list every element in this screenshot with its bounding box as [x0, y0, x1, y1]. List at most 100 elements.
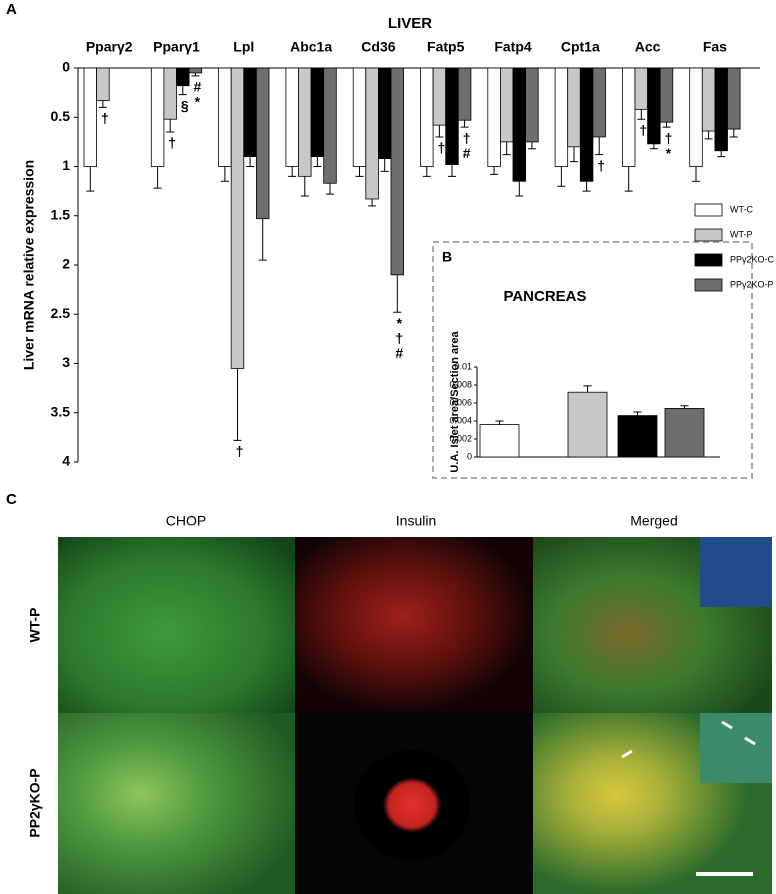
- error-bar: [166, 119, 175, 133]
- x-tick-label: Lpl: [233, 39, 254, 55]
- bar: [445, 67, 459, 165]
- image-insulin-wt: [295, 537, 533, 713]
- bar: [377, 67, 392, 160]
- inset-wt: [700, 537, 772, 607]
- bar: [622, 67, 636, 167]
- error-bar: [220, 166, 229, 182]
- x-tick-label: Pparγ1: [153, 39, 200, 55]
- bar: [298, 67, 312, 177]
- error-bar: [637, 109, 646, 120]
- error-bar: [582, 181, 591, 192]
- bar: [457, 67, 472, 121]
- bar: [310, 67, 325, 158]
- error-bar: [704, 131, 713, 140]
- y-tick-label: 2: [62, 256, 70, 272]
- legend-swatch: [694, 203, 723, 217]
- error-bar: [86, 166, 95, 192]
- x-tick-label: Pparγ2: [86, 39, 133, 55]
- bar: [714, 67, 728, 152]
- bar: [659, 67, 674, 123]
- error-bar: [300, 176, 309, 197]
- bar: [579, 67, 594, 182]
- bar: [567, 67, 581, 148]
- bar: [285, 67, 299, 167]
- y-tick-label: 3: [62, 354, 70, 370]
- x-tick-label: Abc1a: [290, 39, 332, 55]
- y-tick-label: 0: [62, 59, 70, 75]
- chart-title: LIVER: [388, 15, 432, 32]
- error-bar: [98, 100, 107, 108]
- significance-mark: †: [463, 130, 471, 146]
- error-bar: [460, 120, 469, 128]
- legend-swatch: [694, 253, 723, 267]
- legend-label: PPγ2KO-C: [730, 254, 775, 264]
- bar: [592, 67, 606, 138]
- y-tick-label: 0.01: [454, 361, 472, 371]
- error-bar: [595, 136, 604, 156]
- error-bar: [380, 158, 389, 172]
- panel-label: A: [6, 1, 17, 18]
- error-bar: [288, 166, 297, 177]
- bar: [617, 415, 658, 458]
- significance-mark: †: [665, 130, 673, 146]
- significance-mark: *: [397, 315, 403, 331]
- bar: [664, 407, 705, 458]
- error-bar: [649, 143, 658, 150]
- islet: [354, 750, 470, 860]
- error-bar: [527, 141, 536, 150]
- bar: [689, 67, 703, 167]
- bar: [487, 67, 501, 167]
- error-bar: [393, 274, 402, 313]
- row-title: WT-P: [27, 608, 43, 643]
- y-tick-label: 0.008: [449, 379, 472, 389]
- bar: [96, 67, 110, 101]
- significance-mark: †: [236, 443, 244, 459]
- significance-mark: §: [181, 97, 189, 113]
- y-tick-label: 0: [467, 451, 472, 461]
- bar: [255, 67, 270, 220]
- y-axis-title: Liver mRNA relative expression: [21, 160, 37, 370]
- bar: [352, 67, 367, 167]
- error-bar: [692, 166, 700, 182]
- y-tick-label: 0.006: [449, 397, 472, 407]
- error-bar: [191, 72, 200, 77]
- error-bar: [557, 166, 566, 187]
- x-tick-label: Cd36: [361, 39, 395, 55]
- significance-mark: †: [101, 110, 109, 126]
- column-title: Insulin: [396, 513, 436, 529]
- error-bar: [246, 156, 255, 167]
- inset-ko: [700, 713, 772, 783]
- y-tick-label: 1: [62, 157, 70, 173]
- significance-mark: †: [395, 330, 403, 346]
- column-title: Merged: [630, 513, 677, 529]
- error-bar: [326, 183, 334, 195]
- error-bar: [495, 420, 504, 425]
- error-bar: [662, 122, 671, 128]
- significance-mark: *: [195, 94, 201, 110]
- error-bar: [422, 166, 431, 177]
- y-tick-label: 2.5: [51, 305, 71, 321]
- significance-mark: #: [395, 345, 403, 361]
- bar: [512, 67, 527, 182]
- y-tick-label: 1.5: [51, 206, 71, 222]
- y-axis-title: U.A. Islet area/Section area: [449, 331, 461, 473]
- error-bar: [233, 368, 242, 441]
- bar: [567, 391, 608, 458]
- y-tick-label: 0.004: [449, 415, 472, 425]
- bar: [243, 67, 257, 158]
- bar: [150, 67, 165, 167]
- bar: [647, 67, 661, 145]
- error-bar: [355, 166, 364, 177]
- significance-mark: *: [666, 145, 672, 161]
- bar: [365, 67, 379, 200]
- x-tick-label: Fatp4: [494, 39, 532, 55]
- error-bar: [570, 146, 578, 163]
- error-bar: [448, 164, 456, 177]
- bar: [420, 67, 434, 167]
- error-bar: [313, 156, 322, 167]
- bar: [218, 67, 232, 167]
- bar: [390, 67, 405, 276]
- bar: [499, 67, 514, 143]
